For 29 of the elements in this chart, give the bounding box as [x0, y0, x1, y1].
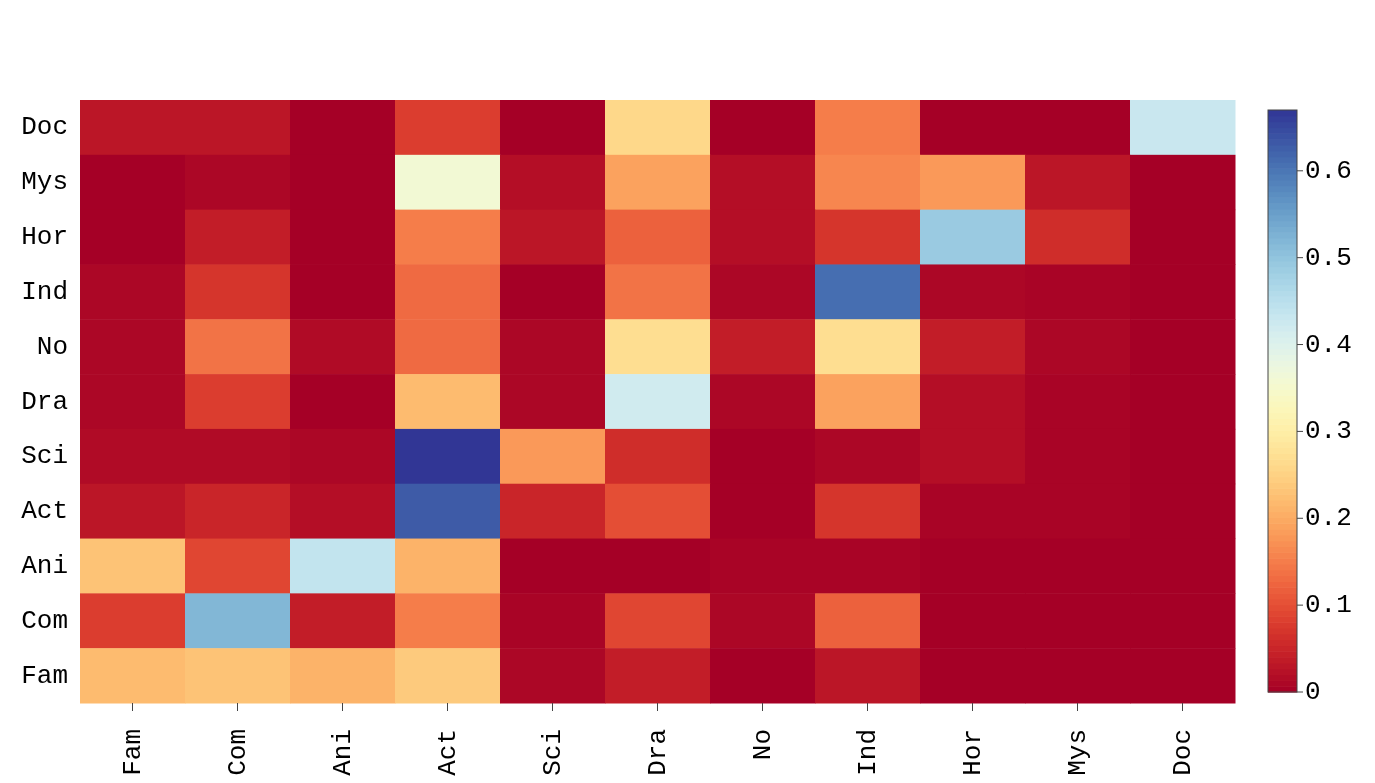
y-tick-label: Doc — [21, 112, 68, 143]
color-bar-label: 0.3 — [1305, 416, 1352, 447]
y-tick-label: Com — [21, 605, 68, 636]
x-tick-label: Act — [432, 729, 463, 776]
y-tick-label: Ind — [21, 276, 68, 307]
y-tick-label: No — [36, 331, 68, 362]
color-bar-label: 0 — [1305, 677, 1321, 707]
x-tick-label: Mys — [1062, 729, 1093, 776]
y-tick-label: Ani — [21, 550, 68, 581]
y-tick-label: Act — [21, 496, 68, 527]
y-tick-label: Dra — [21, 386, 68, 417]
x-tick-label: Fam — [117, 729, 148, 776]
x-tick-label: Sci — [537, 729, 568, 776]
y-tick-label: Sci — [21, 441, 68, 472]
y-tick-label: Fam — [21, 660, 68, 691]
color-bar-label: 0.1 — [1305, 590, 1352, 621]
x-tick-label: Ani — [327, 729, 358, 776]
x-tick-label: Hor — [957, 729, 988, 776]
y-tick-label: Hor — [21, 222, 68, 253]
color-bar-label: 0.6 — [1305, 155, 1352, 186]
x-tick-label: No — [747, 729, 778, 761]
x-tick-label: Ind — [852, 729, 883, 776]
color-bar-label: 0.4 — [1305, 329, 1352, 360]
x-tick-label: Dra — [642, 729, 673, 776]
color-bar-label: 0.5 — [1305, 242, 1352, 273]
y-tick-label: Mys — [21, 167, 68, 198]
x-tick-label: Com — [222, 729, 253, 776]
color-bar-label: 0.2 — [1305, 503, 1352, 534]
x-tick-label: Doc — [1167, 729, 1198, 776]
